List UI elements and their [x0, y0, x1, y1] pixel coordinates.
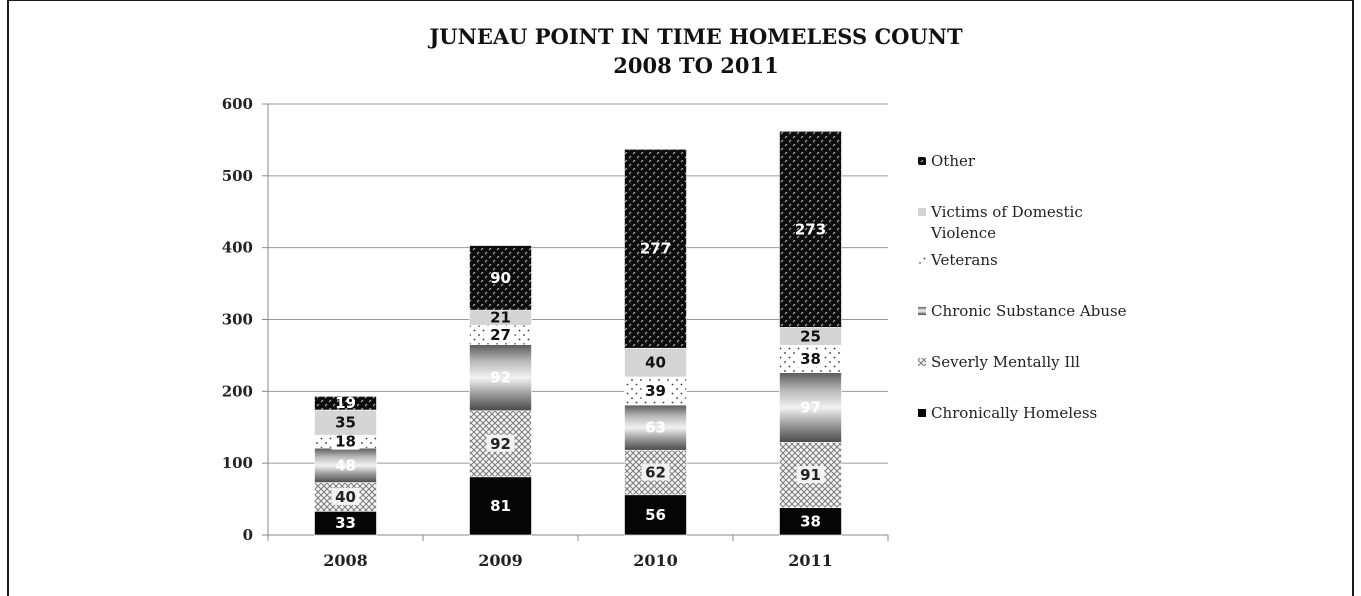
data-label: 40	[335, 488, 356, 506]
legend-label-victims-of-domestic-violence: Victims of Domestic Violence	[930, 203, 1083, 242]
data-label: 21	[490, 309, 511, 327]
bar-chronically-homeless-2009	[469, 476, 532, 536]
bar-chronic-substance-abuse-2008	[314, 447, 377, 483]
data-label-background	[486, 325, 515, 343]
legend-label-veterans: Veterans	[930, 251, 998, 269]
y-tick-label: 200	[222, 382, 253, 400]
y-tick-label: 100	[222, 454, 253, 472]
bar-veterans-2010	[624, 376, 687, 406]
legend-swatch-victims-of-domestic-violence	[918, 208, 926, 216]
data-label: 19	[335, 394, 356, 412]
x-tick-label: 2010	[633, 551, 678, 570]
data-label: 38	[800, 350, 821, 368]
x-tick-label: 2008	[323, 551, 368, 570]
data-label: 273	[795, 220, 826, 238]
data-label: 277	[640, 240, 671, 258]
legend-swatch-severly-mentally-ill	[918, 358, 926, 366]
legend-swatch-other	[918, 157, 926, 165]
data-label-background	[641, 381, 670, 399]
data-label: 92	[490, 435, 511, 453]
data-label: 27	[490, 326, 511, 344]
data-label: 33	[335, 514, 356, 532]
data-label-background	[331, 487, 360, 505]
data-label: 81	[490, 497, 511, 515]
data-label-background	[796, 466, 825, 484]
legend-label-severly-mentally-ill: Severly Mentally Ill	[931, 353, 1080, 371]
bar-chronic-substance-abuse-2011	[779, 372, 842, 443]
bar-other-2009	[469, 245, 532, 311]
legend-label-chronic-substance-abuse: Chronic Substance Abuse	[931, 302, 1127, 320]
legend-label-other: Other	[931, 152, 976, 170]
chart-frame	[7, 0, 1354, 596]
x-tick-label: 2009	[478, 551, 523, 570]
bar-chronic-substance-abuse-2009	[469, 344, 532, 412]
data-label: 38	[800, 512, 821, 530]
data-label: 63	[645, 419, 666, 437]
legend: Other Victims of Domestic Violence Veterans…	[917, 152, 1127, 422]
y-tick-label: 400	[222, 239, 253, 257]
data-label: 35	[335, 414, 356, 432]
data-label: 48	[335, 456, 356, 474]
data-label-background	[796, 350, 825, 368]
bar-chronic-substance-abuse-2010	[624, 404, 687, 451]
bar-victims-of-domestic-violence-2010	[624, 347, 687, 378]
y-tick-label: 0	[243, 526, 253, 544]
data-label-background	[486, 434, 515, 452]
legend-swatch-chronic-substance-abuse	[918, 307, 926, 315]
data-label: 92	[490, 369, 511, 387]
data-label: 25	[800, 327, 821, 345]
data-label: 91	[800, 466, 821, 484]
chart-subtitle: 2008 TO 2011	[613, 53, 778, 78]
x-tick-label: 2011	[788, 551, 833, 570]
data-label: 90	[490, 269, 511, 287]
data-label: 97	[800, 398, 821, 416]
data-label: 39	[645, 382, 666, 400]
legend-swatch-veterans	[917, 255, 927, 265]
data-label: 18	[335, 433, 356, 451]
bar-other-2011	[779, 130, 842, 328]
bar-chronically-homeless-2010	[624, 494, 687, 536]
bar-chronically-homeless-2011	[779, 507, 842, 536]
bar-victims-of-domestic-violence-2008	[314, 409, 377, 436]
legend-swatch-chronically-homeless	[918, 409, 926, 417]
y-tick-label: 600	[222, 95, 253, 113]
y-tick-label: 500	[222, 167, 253, 185]
data-label: 62	[645, 464, 666, 482]
data-label: 56	[645, 506, 666, 524]
chart-title: JUNEAU POINT IN TIME HOMELESS COUNT	[427, 24, 963, 49]
data-label-background	[331, 432, 360, 450]
bar-other-2008	[314, 396, 377, 411]
data-label: 40	[645, 354, 666, 372]
bar-other-2010	[624, 148, 687, 349]
legend-label-chronically-homeless: Chronically Homeless	[931, 404, 1097, 422]
data-label-background	[641, 463, 670, 481]
y-tick-label: 300	[222, 311, 253, 329]
